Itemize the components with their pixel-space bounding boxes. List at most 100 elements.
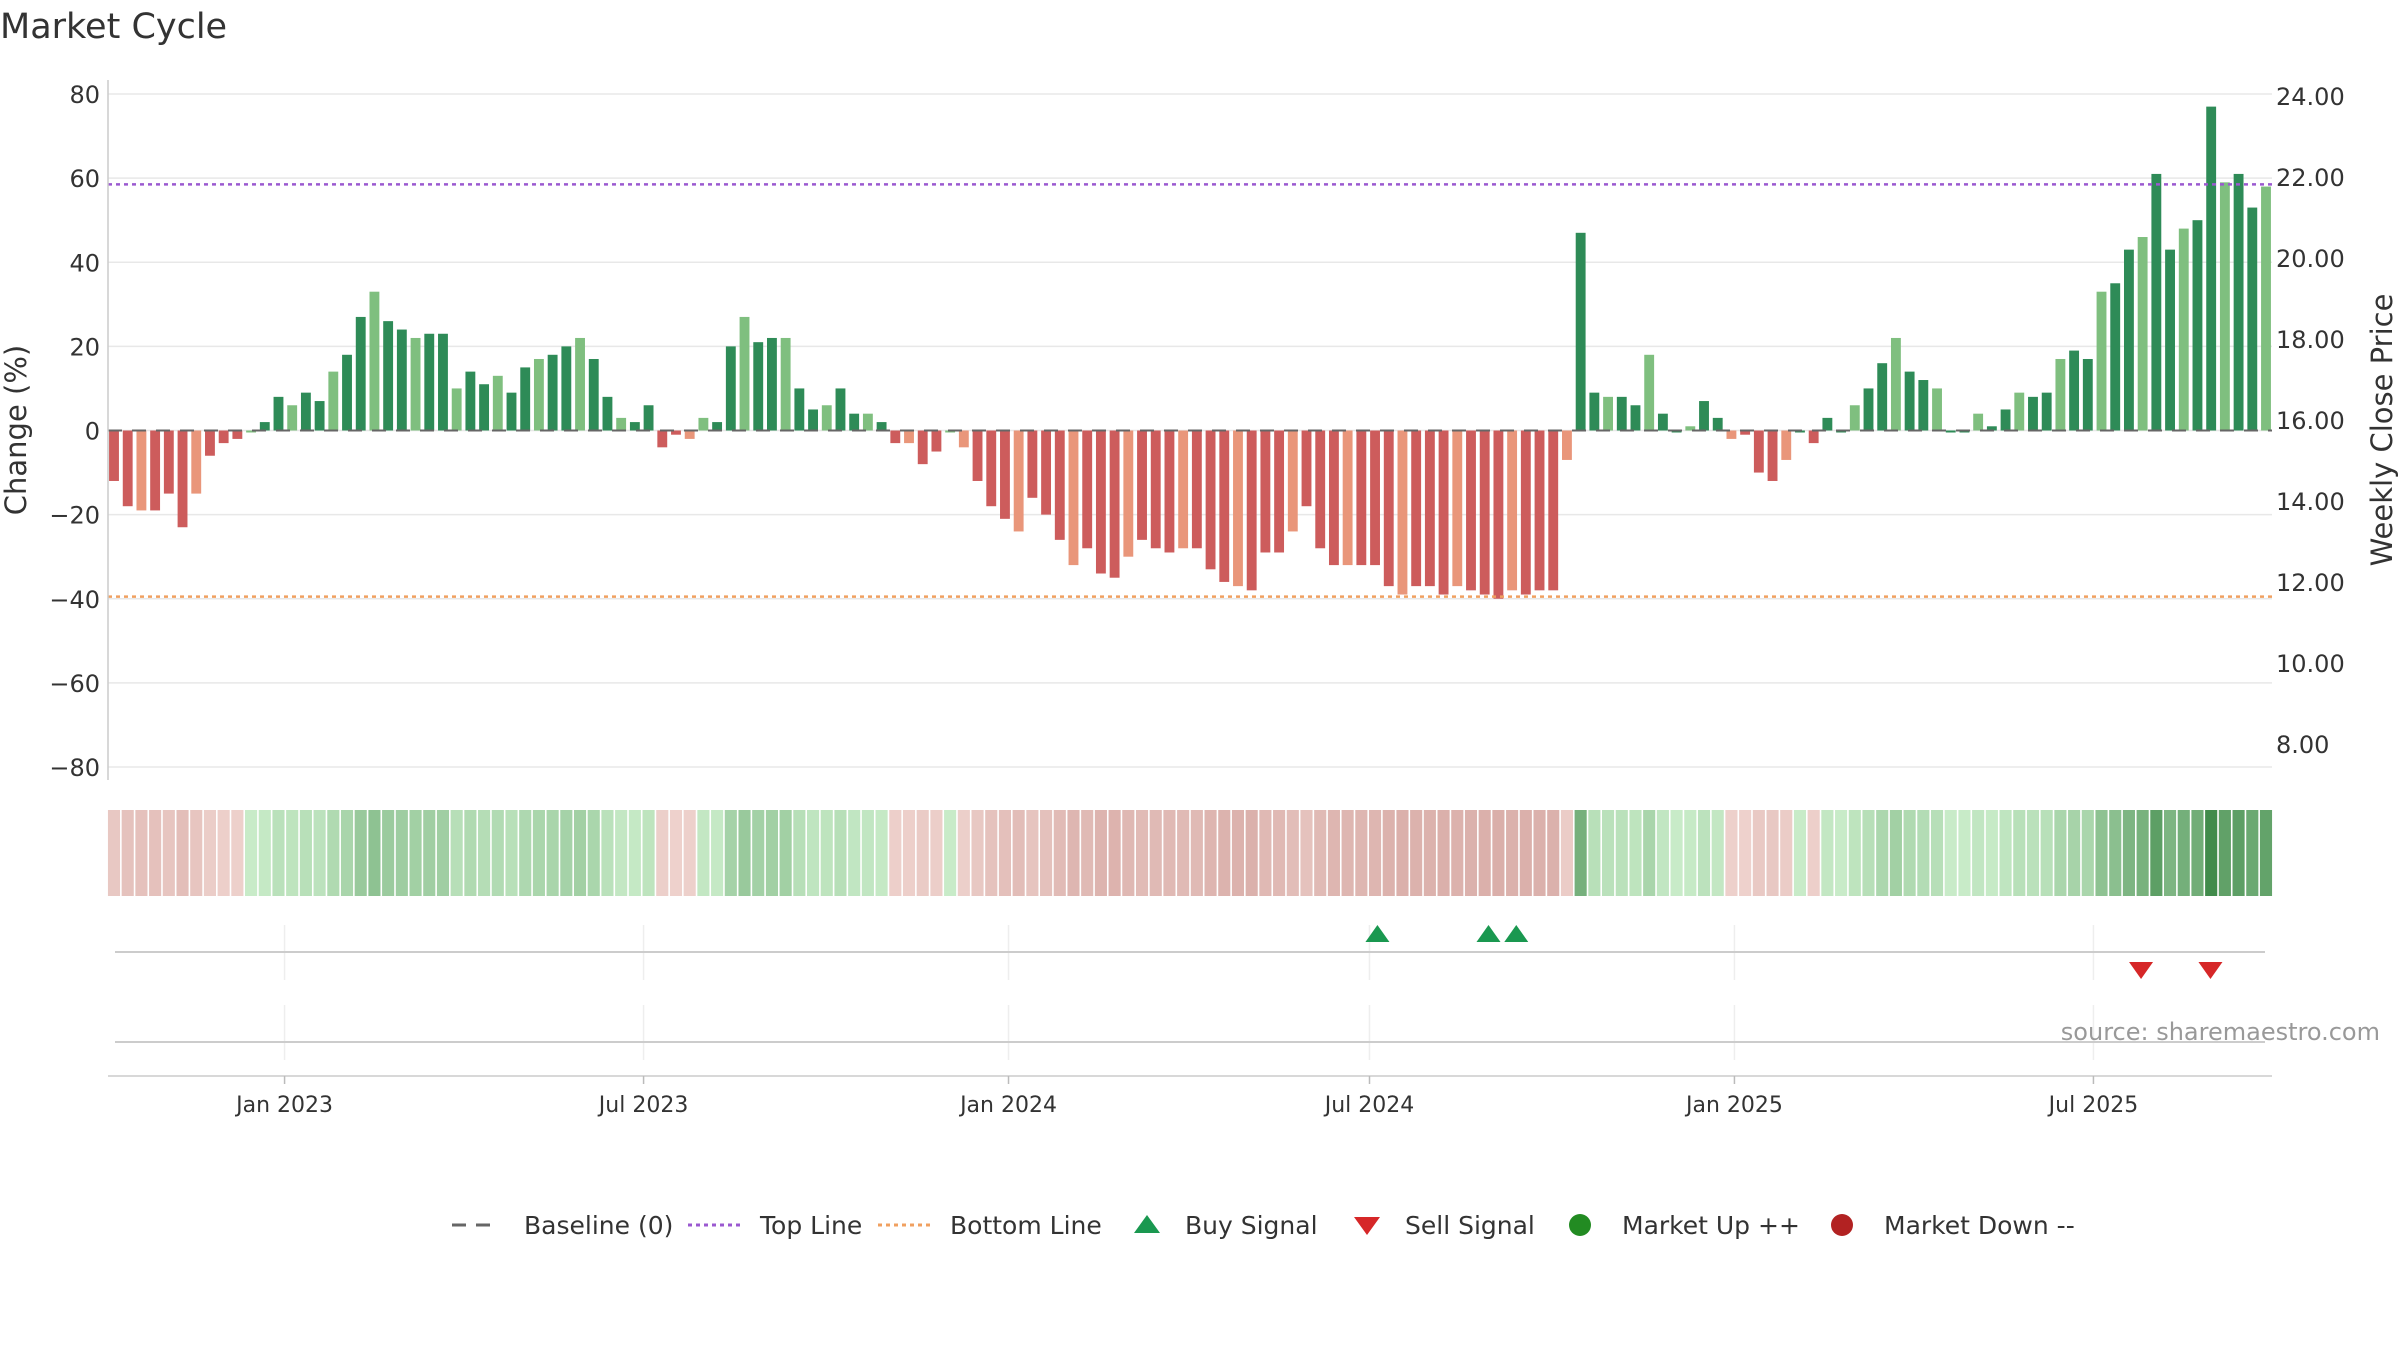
bar [2069,350,2080,431]
regime-cell [1807,810,1820,896]
bar [1753,430,1764,473]
regime-cell [752,810,765,896]
regime-cell [368,810,381,896]
regime-cell [1889,810,1902,896]
regime-cell [2232,810,2245,896]
bar [438,333,448,431]
bar [2137,237,2148,431]
bar [355,316,366,431]
regime-cell [519,810,532,896]
regime-cell [436,810,450,896]
regime-cell [930,810,943,896]
bar [588,358,599,431]
bar [1287,430,1298,532]
regime-cell [1697,810,1711,896]
bar [1616,396,1627,431]
bar [314,401,325,431]
legend: Baseline (0) Top Line Bottom Line Buy Signa… [452,1211,2075,1240]
bar [1205,430,1216,570]
bar [1246,430,1257,591]
bar [1000,430,1010,519]
bar [1164,430,1175,553]
bar [1534,430,1545,591]
y-tick-label: −20 [49,502,100,530]
regime-cell [1108,810,1121,896]
regime-cell [1177,810,1190,896]
bar [986,430,997,507]
legend-marker [1569,1214,1591,1236]
regime-cell [560,810,573,896]
regime-cell [2191,810,2204,896]
regime-cell [1972,810,1985,896]
regime-cell [1451,810,1464,896]
regime-cell [587,810,600,896]
y-tick-label: 0 [85,418,100,446]
regime-cell [916,810,929,896]
bar [862,413,873,431]
bar [109,430,119,481]
bar [1233,430,1243,587]
bar [451,388,462,431]
regime-cell [1615,810,1628,896]
bar [684,430,695,439]
regime-cell [382,810,395,896]
bar [1219,430,1230,582]
y2-tick-label: 8.00 [2276,731,2329,759]
regime-cell [1149,810,1162,896]
bar [218,430,229,444]
buy-signal-marker [1365,925,1390,942]
regime-cell [998,810,1012,896]
regime-cell [1245,810,1258,896]
y2-tick-label: 22.00 [2276,164,2345,192]
legend-label: Buy Signal [1185,1211,1318,1240]
bar [794,388,805,431]
regime-cell [848,810,861,896]
regime-cell [1560,810,1573,896]
regime-cell [107,810,121,896]
reference-lines [108,183,2272,598]
regime-cell [1944,810,1957,896]
bar [602,396,613,431]
bar [657,430,668,448]
regime-cell [1478,810,1491,896]
bar [1479,430,1490,595]
bar [1054,430,1065,540]
regime-cell [395,810,408,896]
regime-cell [1382,810,1395,896]
regime-cell [1204,810,1217,896]
regime-cell [2246,810,2259,896]
regime-cell [1286,810,1299,896]
bar [643,405,654,431]
regime-cell [2068,810,2081,896]
regime-cell [1547,810,1560,896]
bar [1644,354,1655,431]
regime-cell [2177,810,2190,896]
bar [1328,430,1339,566]
bar [273,396,284,431]
regime-cell [738,810,751,896]
y-tick-label: 60 [69,165,100,193]
x-tick-label: Jul 2023 [597,1093,689,1118]
legend-marker [1134,1215,1160,1233]
regime-cell [2122,810,2135,896]
regime-cell [478,810,491,896]
bar [191,430,202,494]
bar [821,405,832,431]
regime-cell [1067,810,1080,896]
bar [1520,430,1531,595]
regime-cell [1163,810,1176,896]
bar [2123,249,2134,431]
regime-cell [1190,810,1203,896]
regime-cell [861,810,874,896]
regime-cell [505,810,518,896]
bar [479,384,490,431]
y2-tick-label: 10.00 [2276,650,2345,678]
bar [300,392,311,431]
bar [2165,249,2175,431]
regime-cell [1355,810,1368,896]
bar [1109,430,1120,578]
bar [1178,430,1189,549]
regime-cell [546,810,559,896]
bar [492,375,503,431]
